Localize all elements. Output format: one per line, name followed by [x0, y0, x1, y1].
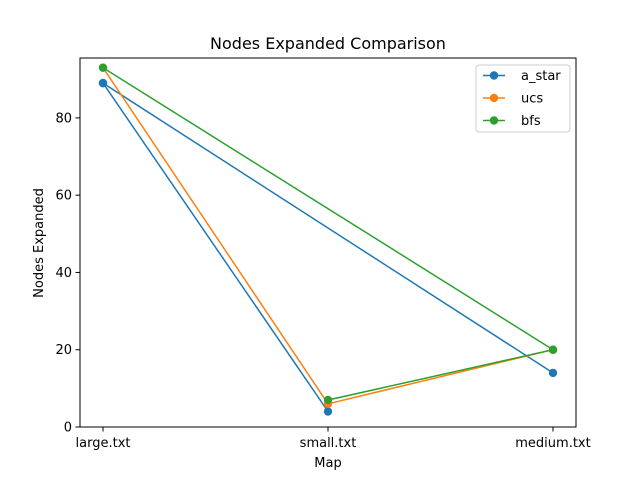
- legend-marker-a_star: [489, 71, 499, 80]
- data-point-a_star: [323, 407, 333, 416]
- data-point-bfs: [323, 395, 333, 405]
- legend-marker-ucs: [489, 93, 499, 103]
- data-point-bfs: [548, 345, 558, 354]
- data-point-a_star: [98, 78, 108, 88]
- x-tick-label: small.txt: [300, 436, 357, 451]
- y-axis-ticks: 0 20 40 60 80: [55, 111, 80, 436]
- y-tick-label: 60: [55, 189, 72, 204]
- y-tick-label: 0: [64, 421, 72, 436]
- y-axis-label: Nodes Expanded: [32, 188, 47, 298]
- data-point-a_star: [548, 368, 558, 378]
- legend-box: [475, 64, 571, 133]
- y-tick-label: 80: [55, 111, 72, 126]
- y-tick-label: 40: [55, 266, 72, 281]
- x-tick-label: medium.txt: [515, 436, 590, 451]
- legend-label-bfs: bfs: [521, 114, 541, 129]
- y-tick-label: 20: [55, 343, 72, 358]
- chart-title: Nodes Expanded Comparison: [210, 34, 446, 53]
- plot-markers: [98, 63, 558, 416]
- legend-label-a_star: a_star: [521, 69, 561, 84]
- legend-marker-bfs: [489, 116, 499, 125]
- series-line-a_star: [102, 82, 554, 413]
- legend-label-ucs: ucs: [521, 92, 543, 107]
- x-tick-label: large.txt: [76, 436, 131, 451]
- x-axis-label: Map: [314, 456, 341, 471]
- x-axis-ticks: large.txt small.txt medium.txt: [76, 427, 591, 451]
- data-point-bfs: [98, 63, 108, 72]
